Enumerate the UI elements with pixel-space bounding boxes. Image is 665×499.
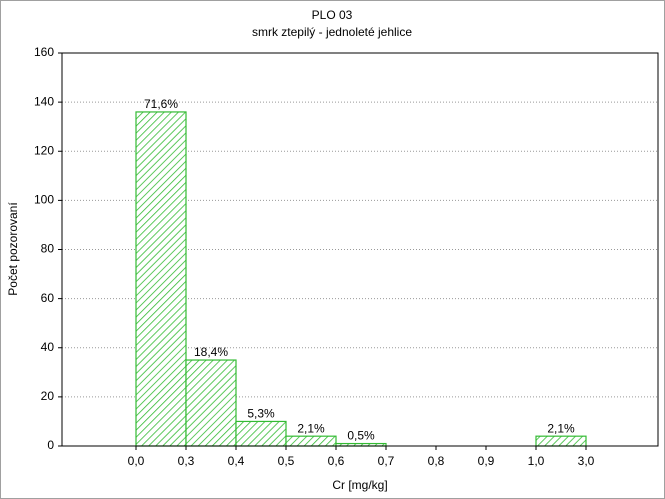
y-tick-label: 100 xyxy=(34,193,54,207)
y-axis-label: Počet pozorovaní xyxy=(6,202,20,296)
data-label: 2,1% xyxy=(547,421,575,435)
bar xyxy=(535,435,587,447)
data-label: 0,5% xyxy=(347,429,375,443)
y-tick-label: 160 xyxy=(34,45,54,59)
bar xyxy=(285,435,337,447)
data-label: 71,6% xyxy=(144,97,178,111)
x-tick-label: 0,5 xyxy=(278,454,295,468)
chart-subtitle: smrk ztepilý - jednoleté jehlice xyxy=(252,25,412,39)
bar xyxy=(235,420,287,447)
x-axis-label: Cr [mg/kg] xyxy=(332,478,387,492)
chart-title: PLO 03 xyxy=(312,8,353,22)
data-label: 18,4% xyxy=(194,345,228,359)
bar xyxy=(185,359,237,447)
y-tick-label: 0 xyxy=(47,438,54,452)
data-label: 5,3% xyxy=(247,407,275,421)
y-tick-label: 60 xyxy=(41,291,55,305)
x-tick-label: 1,0 xyxy=(528,454,545,468)
x-tick-label: 0,0 xyxy=(128,454,145,468)
y-tick-label: 140 xyxy=(34,94,54,108)
bar xyxy=(135,111,187,447)
data-label: 2,1% xyxy=(297,421,325,435)
plot-frame xyxy=(61,52,659,447)
x-tick-label: 0,9 xyxy=(478,454,495,468)
x-tick-label: 0,3 xyxy=(178,454,195,468)
y-tick-label: 80 xyxy=(41,242,55,256)
x-tick-label: 3,0 xyxy=(578,454,595,468)
x-tick-label: 0,7 xyxy=(378,454,395,468)
y-tick-label: 20 xyxy=(41,389,55,403)
x-tick-label: 0,6 xyxy=(328,454,345,468)
y-tick-label: 120 xyxy=(34,143,54,157)
x-tick-label: 0,8 xyxy=(428,454,445,468)
y-tick-label: 40 xyxy=(41,340,55,354)
x-tick-label: 0,4 xyxy=(228,454,245,468)
